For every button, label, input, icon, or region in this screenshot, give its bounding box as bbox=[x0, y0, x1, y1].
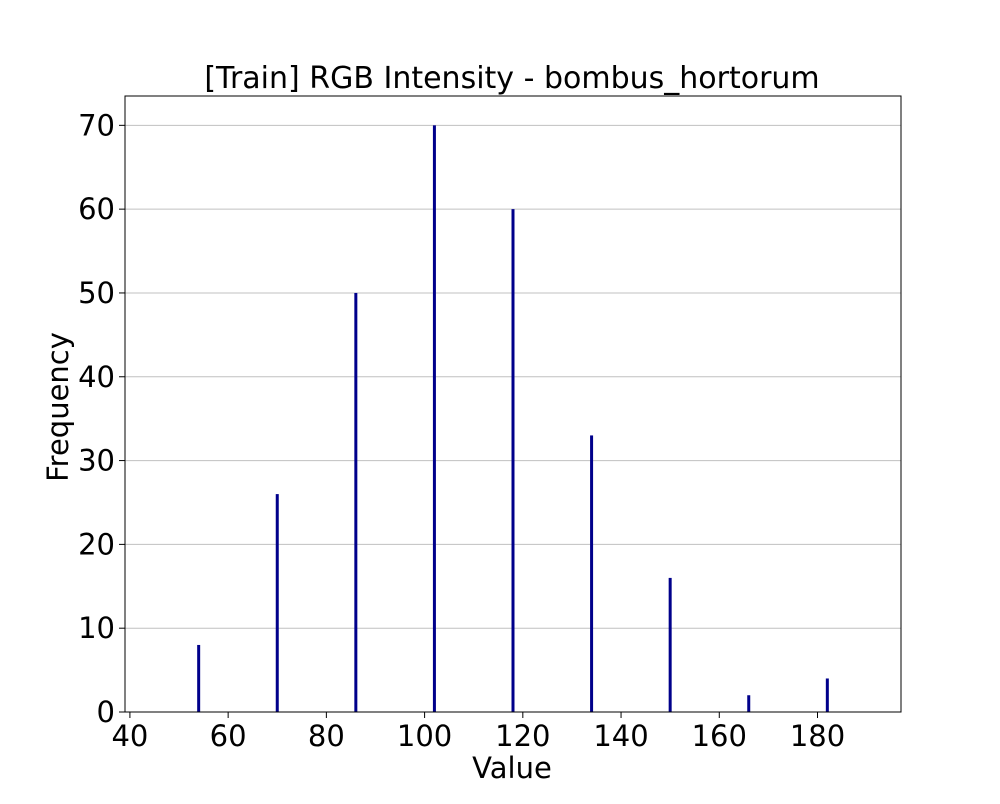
bar-4 bbox=[511, 209, 515, 712]
bar-6 bbox=[668, 577, 672, 712]
y-tick-label-2: 20 bbox=[78, 527, 115, 561]
plot-frame bbox=[124, 95, 902, 713]
y-tick-label-7: 70 bbox=[78, 108, 115, 142]
bar-3 bbox=[432, 125, 436, 713]
chart-title: [Train] RGB Intensity - bombus_hortorum bbox=[204, 61, 819, 96]
x-tick-label-3: 100 bbox=[397, 719, 452, 753]
bar-1 bbox=[275, 494, 279, 712]
x-axis-ticks: 40 60 80 100 120 140 160 180 bbox=[111, 712, 845, 753]
x-tick-label-0: 40 bbox=[111, 719, 148, 753]
x-tick-label-1: 60 bbox=[210, 719, 247, 753]
y-tick-label-4: 40 bbox=[78, 360, 115, 394]
x-axis-label: Value bbox=[472, 751, 552, 785]
y-tick-label-6: 60 bbox=[78, 192, 115, 226]
bar-7 bbox=[747, 695, 751, 712]
y-tick-label-0: 0 bbox=[97, 695, 115, 729]
x-tick-label-4: 120 bbox=[495, 719, 550, 753]
bar-8 bbox=[825, 678, 829, 712]
y-tick-label-3: 30 bbox=[78, 444, 115, 478]
x-tick-label-5: 140 bbox=[593, 719, 648, 753]
bar-5 bbox=[590, 435, 594, 712]
bar-2 bbox=[354, 292, 358, 712]
bar-0 bbox=[197, 644, 201, 712]
y-axis-label: Frequency bbox=[41, 332, 75, 482]
y-axis-ticks: 0 10 20 30 40 50 60 70 bbox=[78, 108, 125, 729]
bars bbox=[197, 125, 829, 713]
x-tick-label-2: 80 bbox=[308, 719, 345, 753]
y-tick-label-5: 50 bbox=[78, 276, 115, 310]
x-tick-label-6: 160 bbox=[692, 719, 747, 753]
x-tick-label-7: 180 bbox=[790, 719, 845, 753]
y-tick-label-1: 10 bbox=[78, 611, 115, 645]
